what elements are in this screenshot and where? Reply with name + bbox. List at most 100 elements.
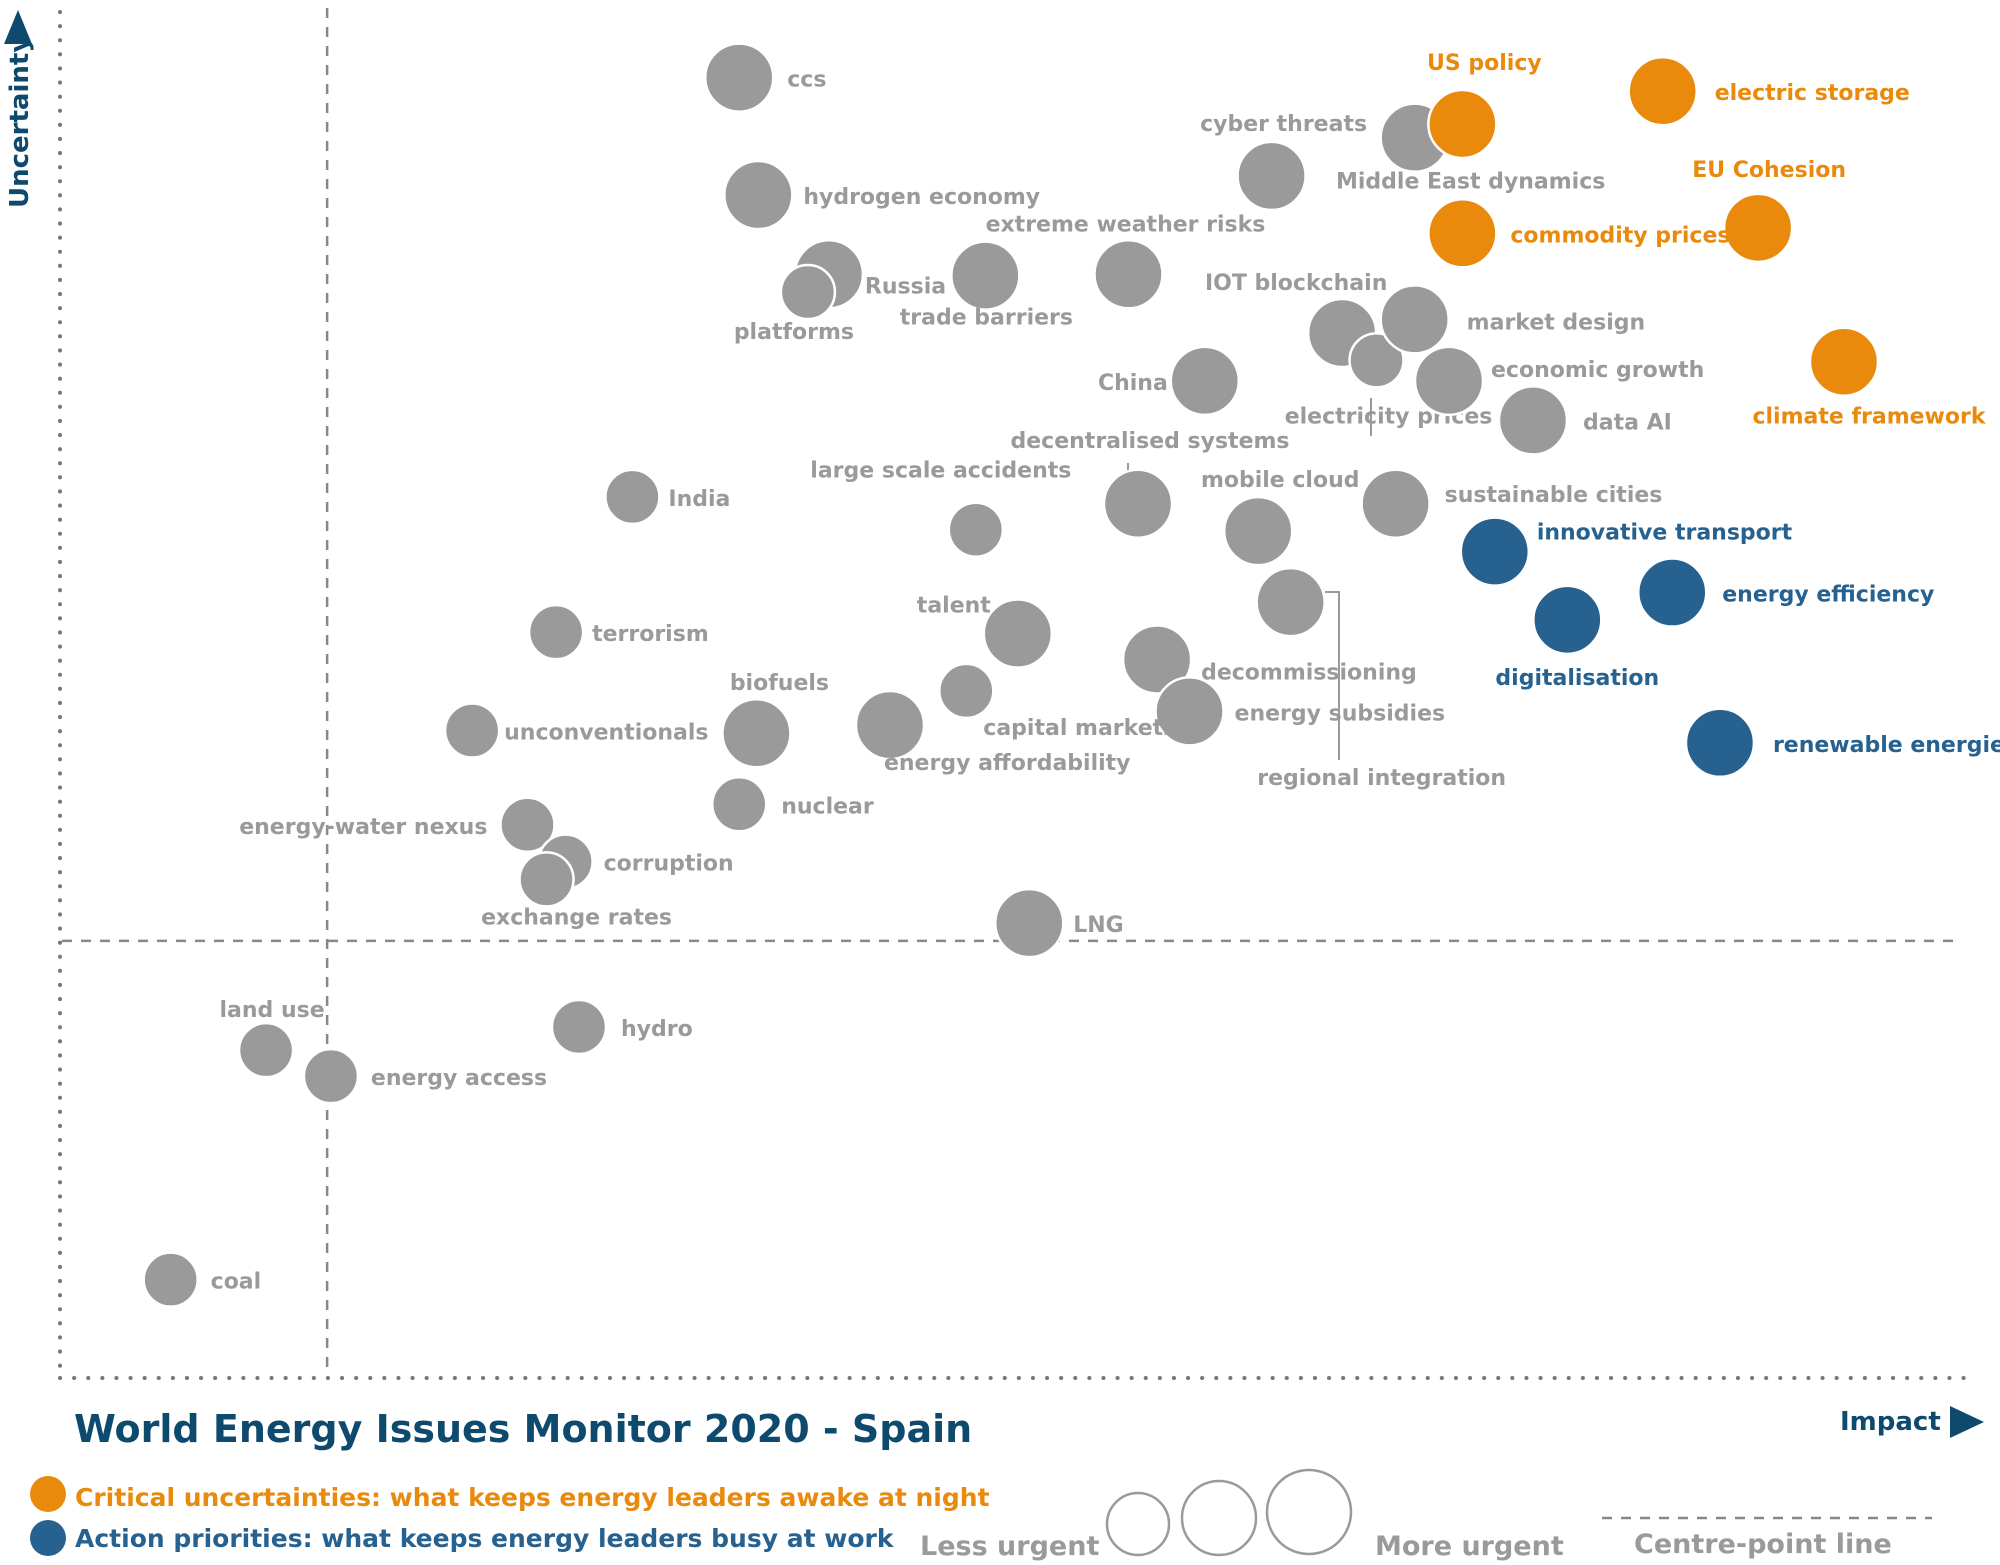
bubble-coal xyxy=(142,1251,199,1308)
point-label-unconventionals: unconventionals xyxy=(504,721,708,746)
bubble-electricity-prices xyxy=(1348,332,1405,389)
point-label-iot-blockchain: IOT blockchain xyxy=(1205,271,1387,296)
data-point-talent: talent xyxy=(917,594,1054,669)
point-label-commodity-prices: commodity prices xyxy=(1510,223,1730,248)
data-point-electric-storage: electric storage xyxy=(1627,55,1910,127)
bubble-capital-markets xyxy=(938,662,995,720)
point-label-russia: Russia xyxy=(865,274,946,299)
bubble-trade-barriers xyxy=(950,240,1021,311)
point-label-regional-integration: regional integration xyxy=(1257,766,1506,791)
point-label-ccs: ccs xyxy=(787,68,826,93)
point-label-trade-barriers: trade barriers xyxy=(900,306,1073,331)
point-label-capital-markets: capital markets xyxy=(983,716,1176,741)
point-label-economic-growth: economic growth xyxy=(1491,358,1704,383)
data-point-hydrogen-economy: hydrogen economy xyxy=(723,159,1040,231)
legend-more-urgent-label: More urgent xyxy=(1375,1531,1564,1562)
data-point-climate-framework: climate framework xyxy=(1752,326,1987,430)
data-point-nuclear: nuclear xyxy=(710,776,874,833)
data-point-decentralised-systems: decentralised systems xyxy=(1011,429,1290,540)
bubble-hydrogen-economy xyxy=(723,159,794,231)
data-points: ccs hydrogen economy Russia platforms trade … xyxy=(142,42,2000,1308)
point-label-decommissioning: decommissioning xyxy=(1201,660,1417,685)
data-point-exchange-rates: exchange rates xyxy=(481,851,672,930)
data-point-ccs: ccs xyxy=(703,42,826,113)
data-point-eu-cohesion: EU Cohesion xyxy=(1692,158,1846,264)
data-point-decommissioning: decommissioning xyxy=(1121,624,1417,695)
legend-size-small xyxy=(1105,1491,1171,1557)
legend-centre-line-label: Centre-point line xyxy=(1634,1529,1892,1560)
legend-size-medium xyxy=(1180,1479,1258,1557)
bubble-lng xyxy=(994,887,1065,959)
bubble-decentralised-systems xyxy=(1102,468,1174,540)
y-axis-arrow-icon xyxy=(4,10,32,44)
bubble-eu-cohesion xyxy=(1722,192,1794,264)
point-label-decentralised-systems: decentralised systems xyxy=(1011,429,1290,454)
point-label-market-design: market design xyxy=(1467,310,1645,335)
point-label-india: India xyxy=(668,487,730,512)
x-axis-label: Impact xyxy=(1840,1407,1941,1437)
bubble-innovative-transport xyxy=(1459,516,1531,587)
data-point-energy-affordability: energy affordability xyxy=(854,689,1131,776)
point-label-corruption: corruption xyxy=(604,852,734,877)
data-point-coal: coal xyxy=(142,1251,262,1308)
data-point-renewable-energies: renewable energies xyxy=(1684,707,2000,779)
data-point-digitalisation: digitalisation xyxy=(1495,584,1659,691)
data-point-land-use: land use xyxy=(219,998,325,1079)
data-point-economic-growth: economic growth xyxy=(1413,345,1704,417)
point-label-biofuels: biofuels xyxy=(730,671,829,696)
bubble-economic-growth xyxy=(1413,345,1485,417)
bubble-climate-framework xyxy=(1808,326,1880,397)
data-point-energy-subsidies: energy subsidies xyxy=(1154,676,1446,747)
bubble-sustainable-cities xyxy=(1360,468,1431,540)
bubble-data-ai xyxy=(1497,385,1569,456)
bubble-energy-water-nexus xyxy=(499,796,556,854)
data-point-electricity-prices: electricity prices xyxy=(1285,332,1492,429)
data-point-regional-integration: regional integration xyxy=(1255,566,1506,791)
point-label-electric-storage: electric storage xyxy=(1715,81,1910,106)
bubble-large-scale-accidents xyxy=(947,501,1005,558)
data-point-hydro: hydro xyxy=(550,998,693,1056)
point-label-coal: coal xyxy=(211,1270,262,1295)
legend-action-label: Action priorities: what keeps energy lea… xyxy=(75,1524,895,1553)
x-axis-arrow-icon xyxy=(1950,1406,1984,1438)
bubble-platforms xyxy=(779,263,837,321)
bubble-energy-subsidies xyxy=(1154,676,1225,747)
bubble-ccs xyxy=(703,42,775,113)
point-label-hydrogen-economy: hydrogen economy xyxy=(803,185,1040,210)
point-label-renewable-energies: renewable energies xyxy=(1773,733,2000,758)
bubble-india xyxy=(604,468,661,526)
legend-critical-label: Critical uncertainties: what keeps energ… xyxy=(75,1483,990,1512)
point-label-talent: talent xyxy=(917,594,991,619)
point-label-digitalisation: digitalisation xyxy=(1495,666,1659,691)
bubble-cyber-threats xyxy=(1236,140,1307,212)
data-point-trade-barriers: trade barriers xyxy=(900,240,1073,331)
data-point-energy-water-nexus: energy-water nexus xyxy=(239,796,556,854)
chart-title: World Energy Issues Monitor 2020 - Spain xyxy=(74,1407,972,1451)
point-label-exchange-rates: exchange rates xyxy=(481,905,672,930)
bubble-exchange-rates xyxy=(518,851,575,908)
bubble-digitalisation xyxy=(1532,584,1603,656)
data-point-data-ai: data AI xyxy=(1497,385,1672,456)
point-label-extreme-weather-risks: extreme weather risks xyxy=(986,212,1266,237)
point-label-innovative-transport: innovative transport xyxy=(1537,521,1793,546)
bubble-electric-storage xyxy=(1627,55,1698,127)
point-label-energy-subsidies: energy subsidies xyxy=(1235,701,1446,726)
data-point-extreme-weather-risks: extreme weather risks xyxy=(986,212,1266,310)
point-label-energy-water-nexus: energy-water nexus xyxy=(239,815,487,840)
bubble-nuclear xyxy=(710,776,768,833)
point-label-lng: LNG xyxy=(1073,913,1124,938)
legend-size-large xyxy=(1265,1468,1353,1556)
bubble-mobile-cloud xyxy=(1222,495,1294,567)
point-label-energy-affordability: energy affordability xyxy=(884,751,1131,776)
point-label-large-scale-accidents: large scale accidents xyxy=(810,459,1071,484)
point-label-middle-east-dynamics: Middle East dynamics xyxy=(1336,170,1605,195)
bubble-energy-affordability xyxy=(854,689,926,761)
data-point-sustainable-cities: sustainable cities xyxy=(1360,468,1662,540)
data-point-biofuels: biofuels xyxy=(721,671,829,769)
point-label-eu-cohesion: EU Cohesion xyxy=(1692,158,1846,183)
point-label-energy-efficiency: energy efficiency xyxy=(1722,583,1934,608)
data-point-energy-access: energy access xyxy=(302,1047,547,1105)
data-point-india: India xyxy=(604,468,730,526)
point-label-china: China xyxy=(1098,371,1168,396)
bubble-talent xyxy=(982,598,1054,669)
